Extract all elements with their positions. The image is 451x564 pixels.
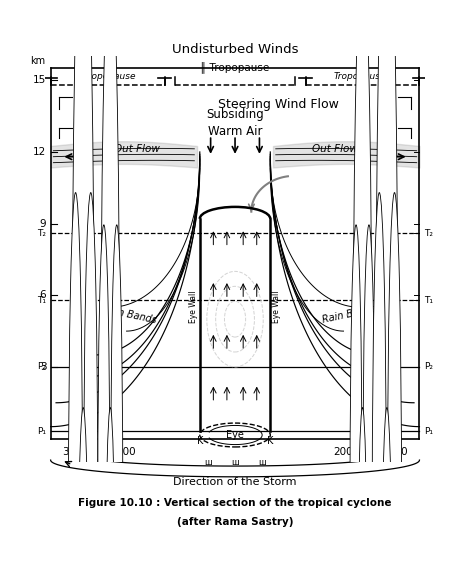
Text: Subsiding
Warm Air: Subsiding Warm Air [206,108,263,138]
Text: P₁: P₁ [423,427,432,436]
Text: Eye Wall: Eye Wall [272,291,281,324]
Text: Tropopause: Tropopause [333,73,385,81]
Text: (after Rama Sastry): (after Rama Sastry) [176,517,293,527]
Text: T₂: T₂ [37,228,46,237]
Text: 200: 200 [116,447,136,457]
Circle shape [110,225,123,564]
Text: ш: ш [203,458,212,466]
Text: 9: 9 [40,219,46,228]
Text: Undisturbed Winds: Undisturbed Winds [171,43,298,56]
Text: Tropopause: Tropopause [84,73,136,81]
Text: T₁: T₁ [37,296,46,305]
Text: Eye Wall: Eye Wall [188,291,197,324]
Text: 200: 200 [333,447,353,457]
Circle shape [83,192,97,564]
Text: Figure 10.10 : Vertical section of the tropical cyclone: Figure 10.10 : Vertical section of the t… [78,499,391,508]
Text: 3: 3 [40,362,46,372]
Text: Out Flow: Out Flow [312,144,358,155]
Circle shape [372,192,386,564]
Text: T₁: T₁ [423,296,432,305]
Text: K: K [267,436,273,446]
Text: km: km [30,56,45,66]
Circle shape [72,0,94,564]
Circle shape [78,408,88,564]
Circle shape [69,192,83,564]
Text: Eye: Eye [226,430,244,440]
Circle shape [97,225,110,564]
Text: Out Flow: Out Flow [114,144,160,155]
Text: T₂: T₂ [423,228,432,237]
Text: 6: 6 [40,290,46,300]
Text: Direction of the Storm: Direction of the Storm [173,477,296,487]
Text: Steering Wind Flow: Steering Wind Flow [217,98,338,111]
Text: 15: 15 [33,75,46,85]
Circle shape [101,0,119,564]
Circle shape [381,408,391,564]
Text: 300: 300 [387,447,407,457]
Circle shape [106,408,115,564]
Circle shape [375,0,397,564]
Text: Rain Bands: Rain Bands [320,304,376,325]
Circle shape [357,408,366,564]
Text: P₁: P₁ [37,427,46,436]
Circle shape [387,192,400,564]
Text: ║ Tropopause: ║ Tropopause [200,61,269,73]
Text: Rain Bands: Rain Bands [101,304,157,325]
Text: ш: ш [230,458,239,466]
Text: P₂: P₂ [37,363,46,372]
Text: K: K [196,436,202,446]
Text: 300: 300 [62,447,82,457]
Circle shape [353,0,371,564]
Text: 12: 12 [33,147,46,157]
Circle shape [349,225,361,564]
Text: ш: ш [258,458,266,466]
Circle shape [362,225,374,564]
Text: P₂: P₂ [423,363,432,372]
